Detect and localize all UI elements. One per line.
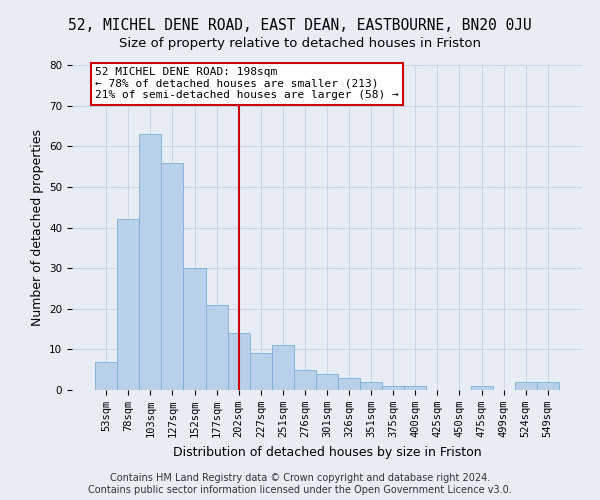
Bar [470, 386, 493, 390]
Bar [338, 378, 360, 390]
Bar [404, 386, 427, 390]
Bar [515, 382, 537, 390]
Bar [95, 362, 117, 390]
Bar [161, 162, 184, 390]
Bar [316, 374, 338, 390]
Bar [227, 333, 250, 390]
X-axis label: Distribution of detached houses by size in Friston: Distribution of detached houses by size … [173, 446, 481, 458]
Y-axis label: Number of detached properties: Number of detached properties [31, 129, 44, 326]
Bar [272, 346, 294, 390]
Text: Contains HM Land Registry data © Crown copyright and database right 2024.
Contai: Contains HM Land Registry data © Crown c… [88, 474, 512, 495]
Text: Size of property relative to detached houses in Friston: Size of property relative to detached ho… [119, 38, 481, 51]
Bar [117, 220, 139, 390]
Bar [382, 386, 404, 390]
Bar [184, 268, 206, 390]
Bar [537, 382, 559, 390]
Bar [250, 354, 272, 390]
Bar [206, 304, 227, 390]
Bar [139, 134, 161, 390]
Bar [294, 370, 316, 390]
Bar [360, 382, 382, 390]
Text: 52 MICHEL DENE ROAD: 198sqm
← 78% of detached houses are smaller (213)
21% of se: 52 MICHEL DENE ROAD: 198sqm ← 78% of det… [95, 67, 399, 100]
Text: 52, MICHEL DENE ROAD, EAST DEAN, EASTBOURNE, BN20 0JU: 52, MICHEL DENE ROAD, EAST DEAN, EASTBOU… [68, 18, 532, 32]
